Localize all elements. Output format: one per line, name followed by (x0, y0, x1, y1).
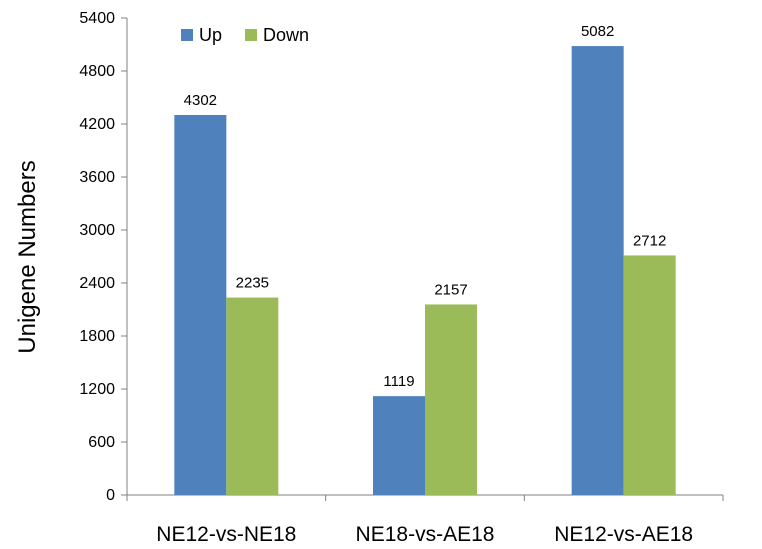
x-category-label: NE18-vs-AE18 (356, 523, 495, 546)
x-category-label: NE12-vs-NE18 (156, 523, 296, 546)
y-tick-label: 4200 (79, 116, 115, 133)
bar-down-3 (623, 255, 676, 495)
y-tick-label: 0 (106, 487, 115, 504)
legend-label-down: Down (263, 25, 309, 45)
bar-down-2 (425, 304, 477, 495)
legend-swatch-up (181, 29, 193, 41)
x-category-label: NE12-vs-AE18 (554, 523, 693, 546)
y-tick-label: 600 (88, 434, 115, 451)
data-label-up-3: 5082 (581, 23, 614, 40)
bar-up-2 (373, 396, 425, 495)
y-tick-label: 3000 (79, 222, 115, 239)
y-tick-label: 2400 (79, 275, 115, 292)
y-tick-label: 5400 (79, 10, 115, 27)
legend-label-up: Up (199, 25, 222, 45)
data-label-up-2: 1119 (383, 373, 414, 390)
y-axis-title: Unigene Numbers (14, 160, 41, 353)
y-tick-label: 4800 (79, 63, 115, 80)
y-tick-label: 1800 (79, 328, 115, 345)
data-label-down-1: 2235 (236, 275, 269, 292)
plot-area: 0 600 1200 1800 2400 3000 3600 4200 4800 5400 4302… (79, 10, 724, 546)
bar-down-1 (226, 297, 279, 495)
data-label-down-3: 2712 (633, 232, 666, 249)
data-label-down-2: 2157 (434, 281, 467, 298)
y-tick-label: 1200 (79, 381, 115, 398)
bar-up-1 (174, 114, 227, 496)
legend-swatch-down (245, 29, 257, 41)
y-tick-label: 3600 (79, 169, 115, 186)
bar-up-3 (571, 46, 624, 496)
data-label-up-1: 4302 (184, 92, 217, 109)
